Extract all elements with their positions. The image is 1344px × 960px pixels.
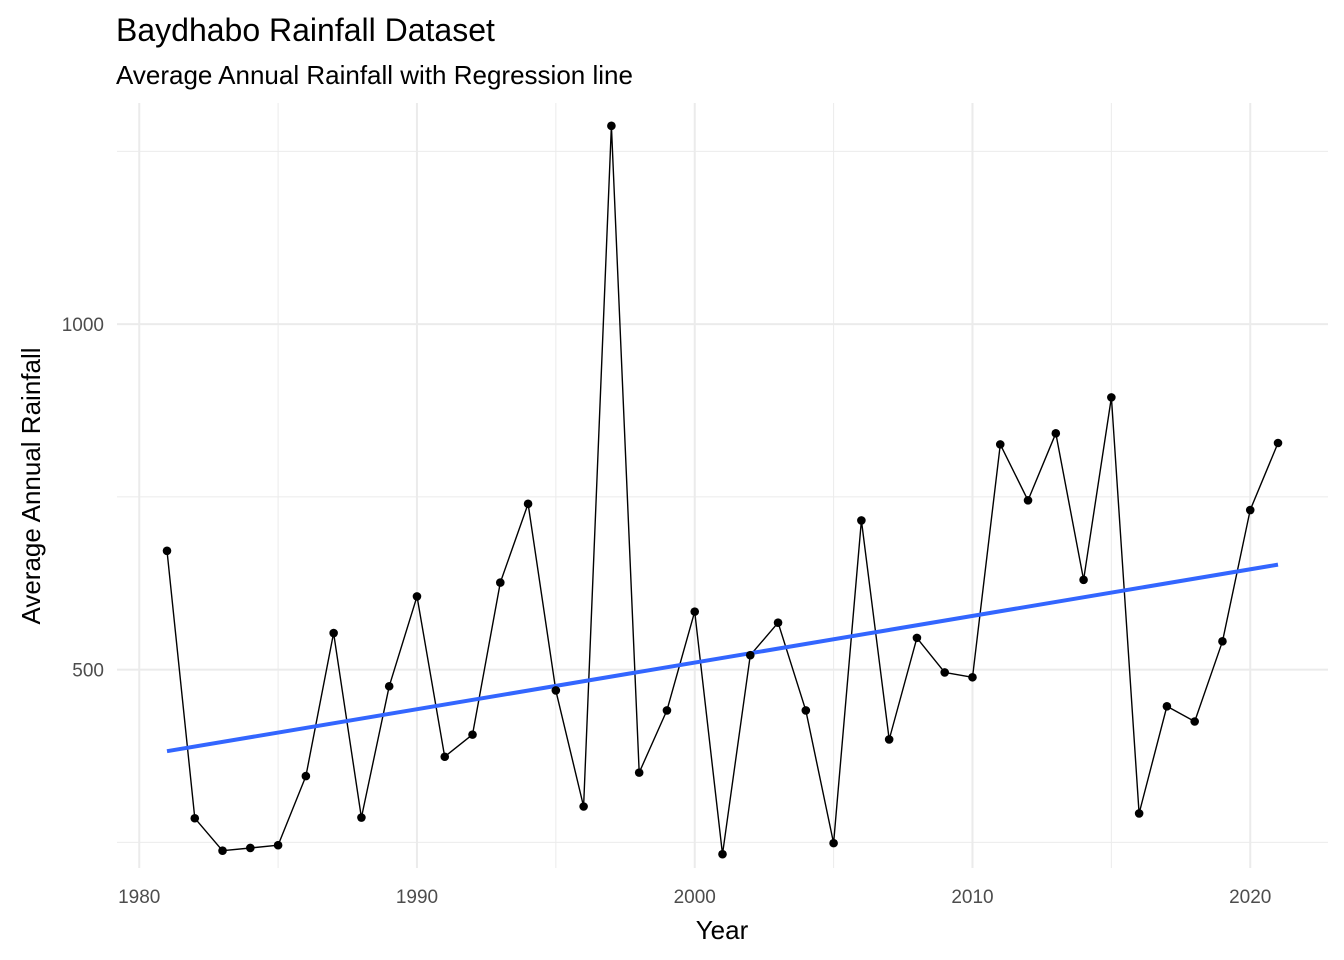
y-tick-label: 500 [72,661,104,682]
data-point [357,813,366,822]
data-point [940,668,950,677]
tick-labels: 1980 1990 2000 2010 2020 500 1000 [62,315,1272,908]
data-point [1245,505,1255,515]
data-point [1273,438,1283,448]
chart-subtitle: Average Annual Rainfall with Regression … [116,60,633,90]
data-point [551,686,561,695]
x-axis-title: Year [696,915,749,945]
x-tick-label: 2020 [1229,887,1271,908]
data-point [607,121,616,131]
data-point [246,843,255,853]
y-tick-label: 1000 [62,315,104,336]
data-point [1218,637,1227,646]
data-point [634,768,644,777]
data-point [412,592,422,601]
x-tick-label: 2000 [674,887,716,908]
data-point [1162,701,1172,711]
data-point [801,706,811,715]
data-point [218,846,227,856]
data-point [1023,496,1033,505]
data-point [690,607,700,616]
data-point [273,840,283,850]
data-point [773,618,783,627]
grid-lines [117,103,1328,868]
x-tick-label: 1980 [118,887,160,908]
x-tick-label: 2010 [951,887,993,908]
data-point [662,706,672,715]
data-point [1190,717,1199,726]
data-point [190,813,200,823]
data-point [1051,429,1061,438]
data-point [579,802,588,811]
data-point [301,771,311,781]
data-point [968,672,977,682]
data-point [329,628,338,638]
x-tick-label: 1990 [396,887,438,908]
data-point [1107,393,1116,402]
data-point [468,730,477,739]
data-point [440,752,450,762]
data-point [495,578,505,587]
data-point [745,650,755,660]
data-point [912,633,922,643]
data-point [1079,575,1088,585]
data-point [857,516,866,525]
data-point [829,838,838,848]
data-point [884,735,894,744]
data-point [1134,809,1144,818]
data-point [162,546,172,556]
data-point [523,499,533,509]
chart-title: Baydhabo Rainfall Dataset [116,12,495,48]
data-layer [162,121,1283,859]
y-axis-title: Average Annual Rainfall [16,347,46,624]
data-point [995,440,1005,449]
data-point [384,681,394,691]
regression-line [166,562,1279,754]
data-point [718,849,727,859]
